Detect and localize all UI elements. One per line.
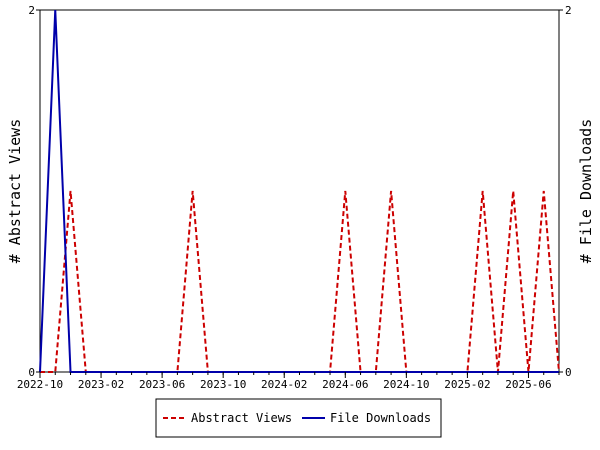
legend: Abstract Views File Downloads bbox=[155, 398, 442, 438]
y-axis-right: 2 0 bbox=[559, 4, 572, 379]
series-line-abstract-views bbox=[40, 190, 560, 373]
y-right-tick-label-max: 2 bbox=[565, 4, 572, 17]
x-axis: 2022-10 2023-02 2023-06 2023-10 2024-02 2024-… bbox=[17, 372, 560, 391]
y-left-tick-label-min: 0 bbox=[28, 366, 35, 379]
x-tick-label: 2023-06 bbox=[139, 378, 185, 391]
y-axis-left: 2 0 bbox=[28, 4, 40, 379]
legend-box bbox=[155, 398, 442, 438]
x-tick-label: 2024-10 bbox=[383, 378, 429, 391]
legend-label-file-downloads: File Downloads bbox=[330, 411, 431, 425]
series-layer bbox=[39, 9, 560, 373]
x-tick-label: 2025-06 bbox=[505, 378, 551, 391]
plot-frame bbox=[39, 9, 560, 373]
x-tick-label: 2025-02 bbox=[444, 378, 490, 391]
y-left-tick-label-max: 2 bbox=[28, 4, 35, 17]
y-left-axis-title: # Abstract Views bbox=[6, 119, 24, 264]
legend-label-abstract-views: Abstract Views bbox=[191, 411, 292, 425]
x-tick-label: 2023-02 bbox=[78, 378, 124, 391]
y-right-tick-label-min: 0 bbox=[565, 366, 572, 379]
x-tick-label: 2024-06 bbox=[322, 378, 368, 391]
x-tick-label: 2024-02 bbox=[261, 378, 307, 391]
x-tick-label: 2023-10 bbox=[200, 378, 246, 391]
y-right-axis-title: # File Downloads bbox=[577, 119, 595, 264]
x-tick-label: 2022-10 bbox=[17, 378, 63, 391]
series-line-file-downloads bbox=[39, 9, 559, 373]
